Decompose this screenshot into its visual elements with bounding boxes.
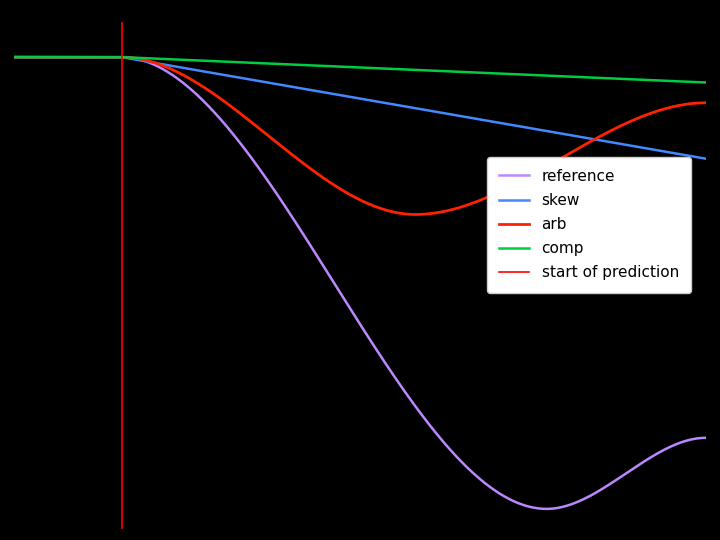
comp xyxy=(346,64,355,70)
Line: comp: comp xyxy=(14,57,706,83)
comp xyxy=(10,54,19,60)
comp xyxy=(681,78,690,85)
reference xyxy=(554,504,563,511)
skew xyxy=(328,91,336,97)
arb xyxy=(682,101,690,107)
skew xyxy=(701,156,710,162)
skew xyxy=(681,152,690,158)
arb xyxy=(411,211,420,218)
skew xyxy=(45,54,54,60)
comp xyxy=(554,73,563,79)
Line: reference: reference xyxy=(14,57,706,509)
skew xyxy=(10,54,19,60)
comp xyxy=(328,63,336,70)
comp xyxy=(45,54,54,60)
arb xyxy=(45,54,54,60)
arb xyxy=(701,99,710,106)
reference xyxy=(346,306,355,312)
reference xyxy=(45,54,54,60)
skew xyxy=(554,130,563,136)
comp xyxy=(681,78,690,85)
reference xyxy=(682,437,690,444)
reference xyxy=(681,438,690,444)
reference xyxy=(10,54,19,60)
arb xyxy=(681,101,690,107)
reference xyxy=(328,276,336,283)
Line: arb: arb xyxy=(14,57,706,214)
skew xyxy=(681,152,690,158)
Legend: reference, skew, arb, comp, start of prediction: reference, skew, arb, comp, start of pre… xyxy=(487,157,691,293)
skew xyxy=(346,93,355,100)
comp xyxy=(701,79,710,86)
arb xyxy=(328,180,336,187)
Line: skew: skew xyxy=(14,57,706,159)
reference xyxy=(701,435,710,441)
reference xyxy=(542,505,551,512)
arb xyxy=(554,156,563,163)
arb xyxy=(10,54,19,60)
arb xyxy=(346,192,355,198)
